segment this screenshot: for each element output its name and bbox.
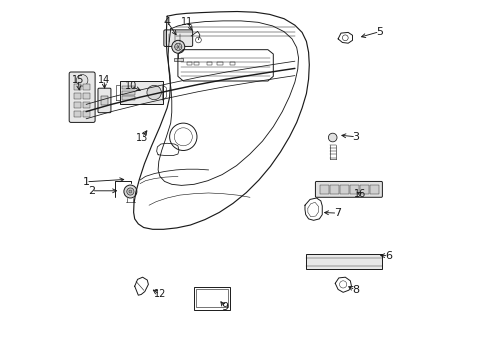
Circle shape: [328, 133, 336, 142]
Bar: [186, 62, 192, 65]
Circle shape: [171, 40, 184, 53]
Bar: [217, 62, 222, 65]
Bar: [174, 58, 182, 61]
Bar: [359, 185, 368, 194]
Bar: [122, 91, 135, 95]
Bar: [101, 96, 108, 105]
Text: 11: 11: [181, 17, 193, 27]
Circle shape: [129, 190, 132, 193]
Text: 1: 1: [82, 177, 89, 187]
Bar: [83, 84, 90, 90]
Bar: [194, 287, 230, 310]
Text: 4: 4: [163, 17, 170, 27]
FancyBboxPatch shape: [69, 72, 95, 122]
Bar: [122, 86, 135, 89]
Bar: [349, 185, 358, 194]
Bar: [306, 254, 381, 269]
FancyBboxPatch shape: [315, 181, 382, 197]
Text: 7: 7: [333, 208, 340, 218]
Text: 8: 8: [351, 285, 358, 295]
Bar: [83, 102, 90, 108]
Text: 9: 9: [221, 302, 228, 312]
Text: 3: 3: [352, 132, 359, 142]
Bar: [74, 102, 81, 108]
Circle shape: [174, 43, 182, 50]
Text: 15: 15: [72, 75, 84, 85]
Text: 6: 6: [384, 251, 391, 261]
Text: 12: 12: [153, 289, 166, 300]
Circle shape: [76, 75, 88, 86]
Text: 10: 10: [125, 81, 137, 91]
Bar: [120, 81, 163, 104]
Bar: [196, 289, 227, 307]
Bar: [74, 93, 81, 99]
Bar: [194, 62, 199, 65]
Text: 13: 13: [136, 132, 148, 143]
Bar: [320, 185, 328, 194]
Bar: [329, 185, 338, 194]
FancyBboxPatch shape: [98, 88, 111, 113]
Text: 14: 14: [98, 75, 110, 85]
Bar: [206, 62, 211, 65]
Text: 2: 2: [88, 186, 95, 196]
Circle shape: [146, 85, 161, 100]
Bar: [74, 111, 81, 117]
Bar: [369, 185, 378, 194]
Bar: [83, 111, 90, 117]
Bar: [230, 62, 235, 65]
Bar: [83, 93, 90, 99]
Bar: [74, 84, 81, 90]
Bar: [339, 185, 348, 194]
Text: 16: 16: [353, 189, 365, 199]
FancyBboxPatch shape: [163, 30, 192, 46]
Bar: [122, 96, 135, 100]
Circle shape: [123, 185, 137, 198]
Text: 5: 5: [375, 27, 382, 37]
Circle shape: [126, 188, 134, 195]
